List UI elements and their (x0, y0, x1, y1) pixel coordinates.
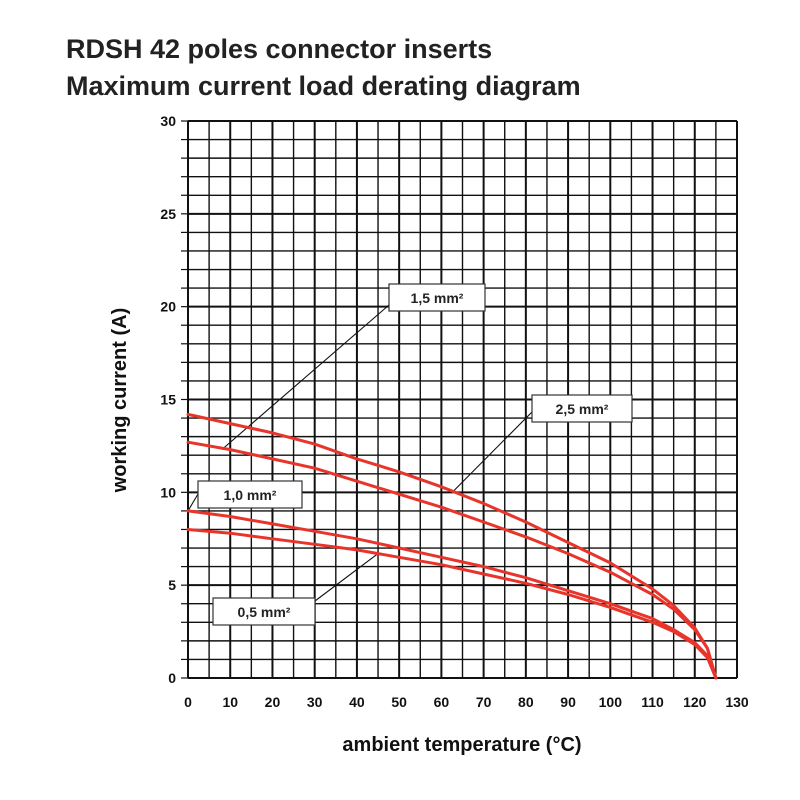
x-tick-label: 70 (476, 694, 492, 710)
x-tick-label: 30 (307, 694, 323, 710)
x-tick-label: 130 (725, 694, 749, 710)
series-line (186, 412, 718, 680)
y-tick-label: 10 (160, 484, 176, 500)
x-tick-label: 110 (641, 694, 664, 710)
callout-label: 2,5 mm² (556, 401, 609, 417)
x-tick-label: 100 (599, 694, 623, 710)
y-axis-label: working current (A) (109, 308, 131, 493)
callout-box (212, 597, 316, 626)
y-tick-label: 25 (160, 206, 176, 222)
callout-box (388, 283, 486, 312)
x-axis-label: ambient temperature (°C) (342, 734, 581, 756)
chart-title-line2: Maximum current load derating diagram (66, 71, 581, 101)
x-tick-label: 10 (222, 694, 238, 710)
x-tick-label: 90 (560, 694, 576, 710)
series-line (186, 528, 718, 680)
y-tick-label: 20 (160, 299, 176, 315)
series-group (186, 412, 718, 680)
callout-leader (453, 411, 533, 491)
x-tick-label: 40 (349, 694, 365, 710)
callout-group: 1,5 mm² 2,5 mm² 1,0 mm² 0,5 mm² (197, 283, 633, 626)
x-tick-label: 60 (434, 694, 450, 710)
callout-label: 0,5 mm² (238, 604, 291, 620)
y-tick-label: 15 (160, 392, 176, 408)
x-tick-label: 0 (184, 694, 192, 710)
y-tick-label: 30 (160, 113, 176, 129)
callout-label: 1,0 mm² (224, 487, 277, 503)
x-tick-label: 120 (683, 694, 707, 710)
callout-leaders (187, 304, 533, 602)
series-line (186, 509, 718, 680)
y-tick-label: 5 (168, 577, 176, 593)
tick-labels: 0 10 20 30 40 50 60 70 80 90 100 110 120 130 0 5 10 15 20 2… (160, 113, 748, 710)
callout-leader (314, 553, 379, 602)
x-tick-label: 50 (391, 694, 407, 710)
series-line (186, 440, 718, 680)
callout-leader (187, 493, 199, 512)
callout-box (197, 480, 303, 509)
callout-box (531, 394, 633, 423)
y-tick-label: 0 (168, 670, 176, 686)
callout-leader (221, 304, 390, 451)
callout-label: 1,5 mm² (411, 290, 464, 306)
x-tick-label: 20 (265, 694, 281, 710)
x-tick-label: 80 (518, 694, 534, 710)
chart-title-line1: RDSH 42 poles connector inserts (66, 34, 493, 64)
